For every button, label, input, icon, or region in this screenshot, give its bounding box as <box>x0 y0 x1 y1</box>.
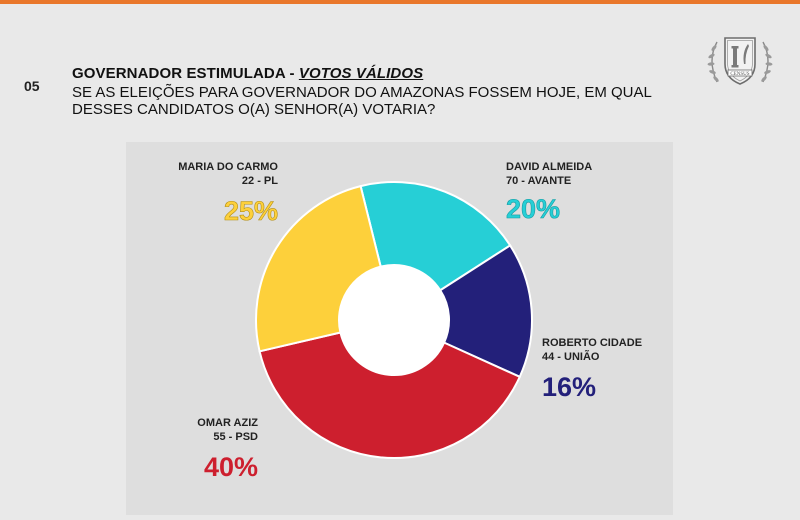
david-candidate: DAVID ALMEIDA <box>506 161 593 173</box>
slide-number: 05 <box>24 78 40 94</box>
slice-roberto <box>438 244 533 379</box>
omar-percent: 40% <box>203 452 258 482</box>
title-main: GOVERNADOR ESTIMULADA <box>72 65 286 82</box>
title-highlight: VOTOS VÁLIDOS <box>298 65 424 82</box>
slice-maria <box>255 184 382 353</box>
logo-text: CENSUS <box>730 72 749 77</box>
donut-hole <box>339 265 449 375</box>
label-david-name: DAVID ALMEIDA 70 - AVANTE <box>506 160 592 188</box>
roberto-candidate: ROBERTO CIDADE <box>542 337 643 349</box>
maria-candidate: MARIA DO CARMO <box>178 161 278 173</box>
survey-question: SE AS ELEIÇÕES PARA GOVERNADOR DO AMAZON… <box>72 84 652 118</box>
census-logo: CENSUS <box>707 37 773 85</box>
page-title: GOVERNADOR ESTIMULADA - VOTOS VÁLIDOS <box>72 65 423 82</box>
title-separator: - <box>285 65 299 82</box>
label-omar-name: OMAR AZIZ 55 - PSD <box>148 416 258 444</box>
accent-top-bar <box>0 0 800 4</box>
david-party: 70 - AVANTE <box>506 175 572 187</box>
roberto-percent: 16% <box>542 372 597 402</box>
donut-chart <box>255 181 533 459</box>
chart-panel: MARIA DO CARMO 22 - PL 25% DAVID ALMEIDA… <box>126 142 673 515</box>
label-maria-name: MARIA DO CARMO 22 - PL <box>148 160 278 188</box>
maria-party: 22 - PL <box>241 175 278 187</box>
maria-percent: 25% <box>223 196 279 227</box>
label-roberto-name: ROBERTO CIDADE 44 - UNIÃO <box>542 336 642 364</box>
omar-party: 55 - PSD <box>213 431 258 443</box>
david-percent: 20% <box>506 194 561 225</box>
roberto-party: 44 - UNIÃO <box>542 351 600 363</box>
omar-candidate: OMAR AZIZ <box>197 417 258 429</box>
